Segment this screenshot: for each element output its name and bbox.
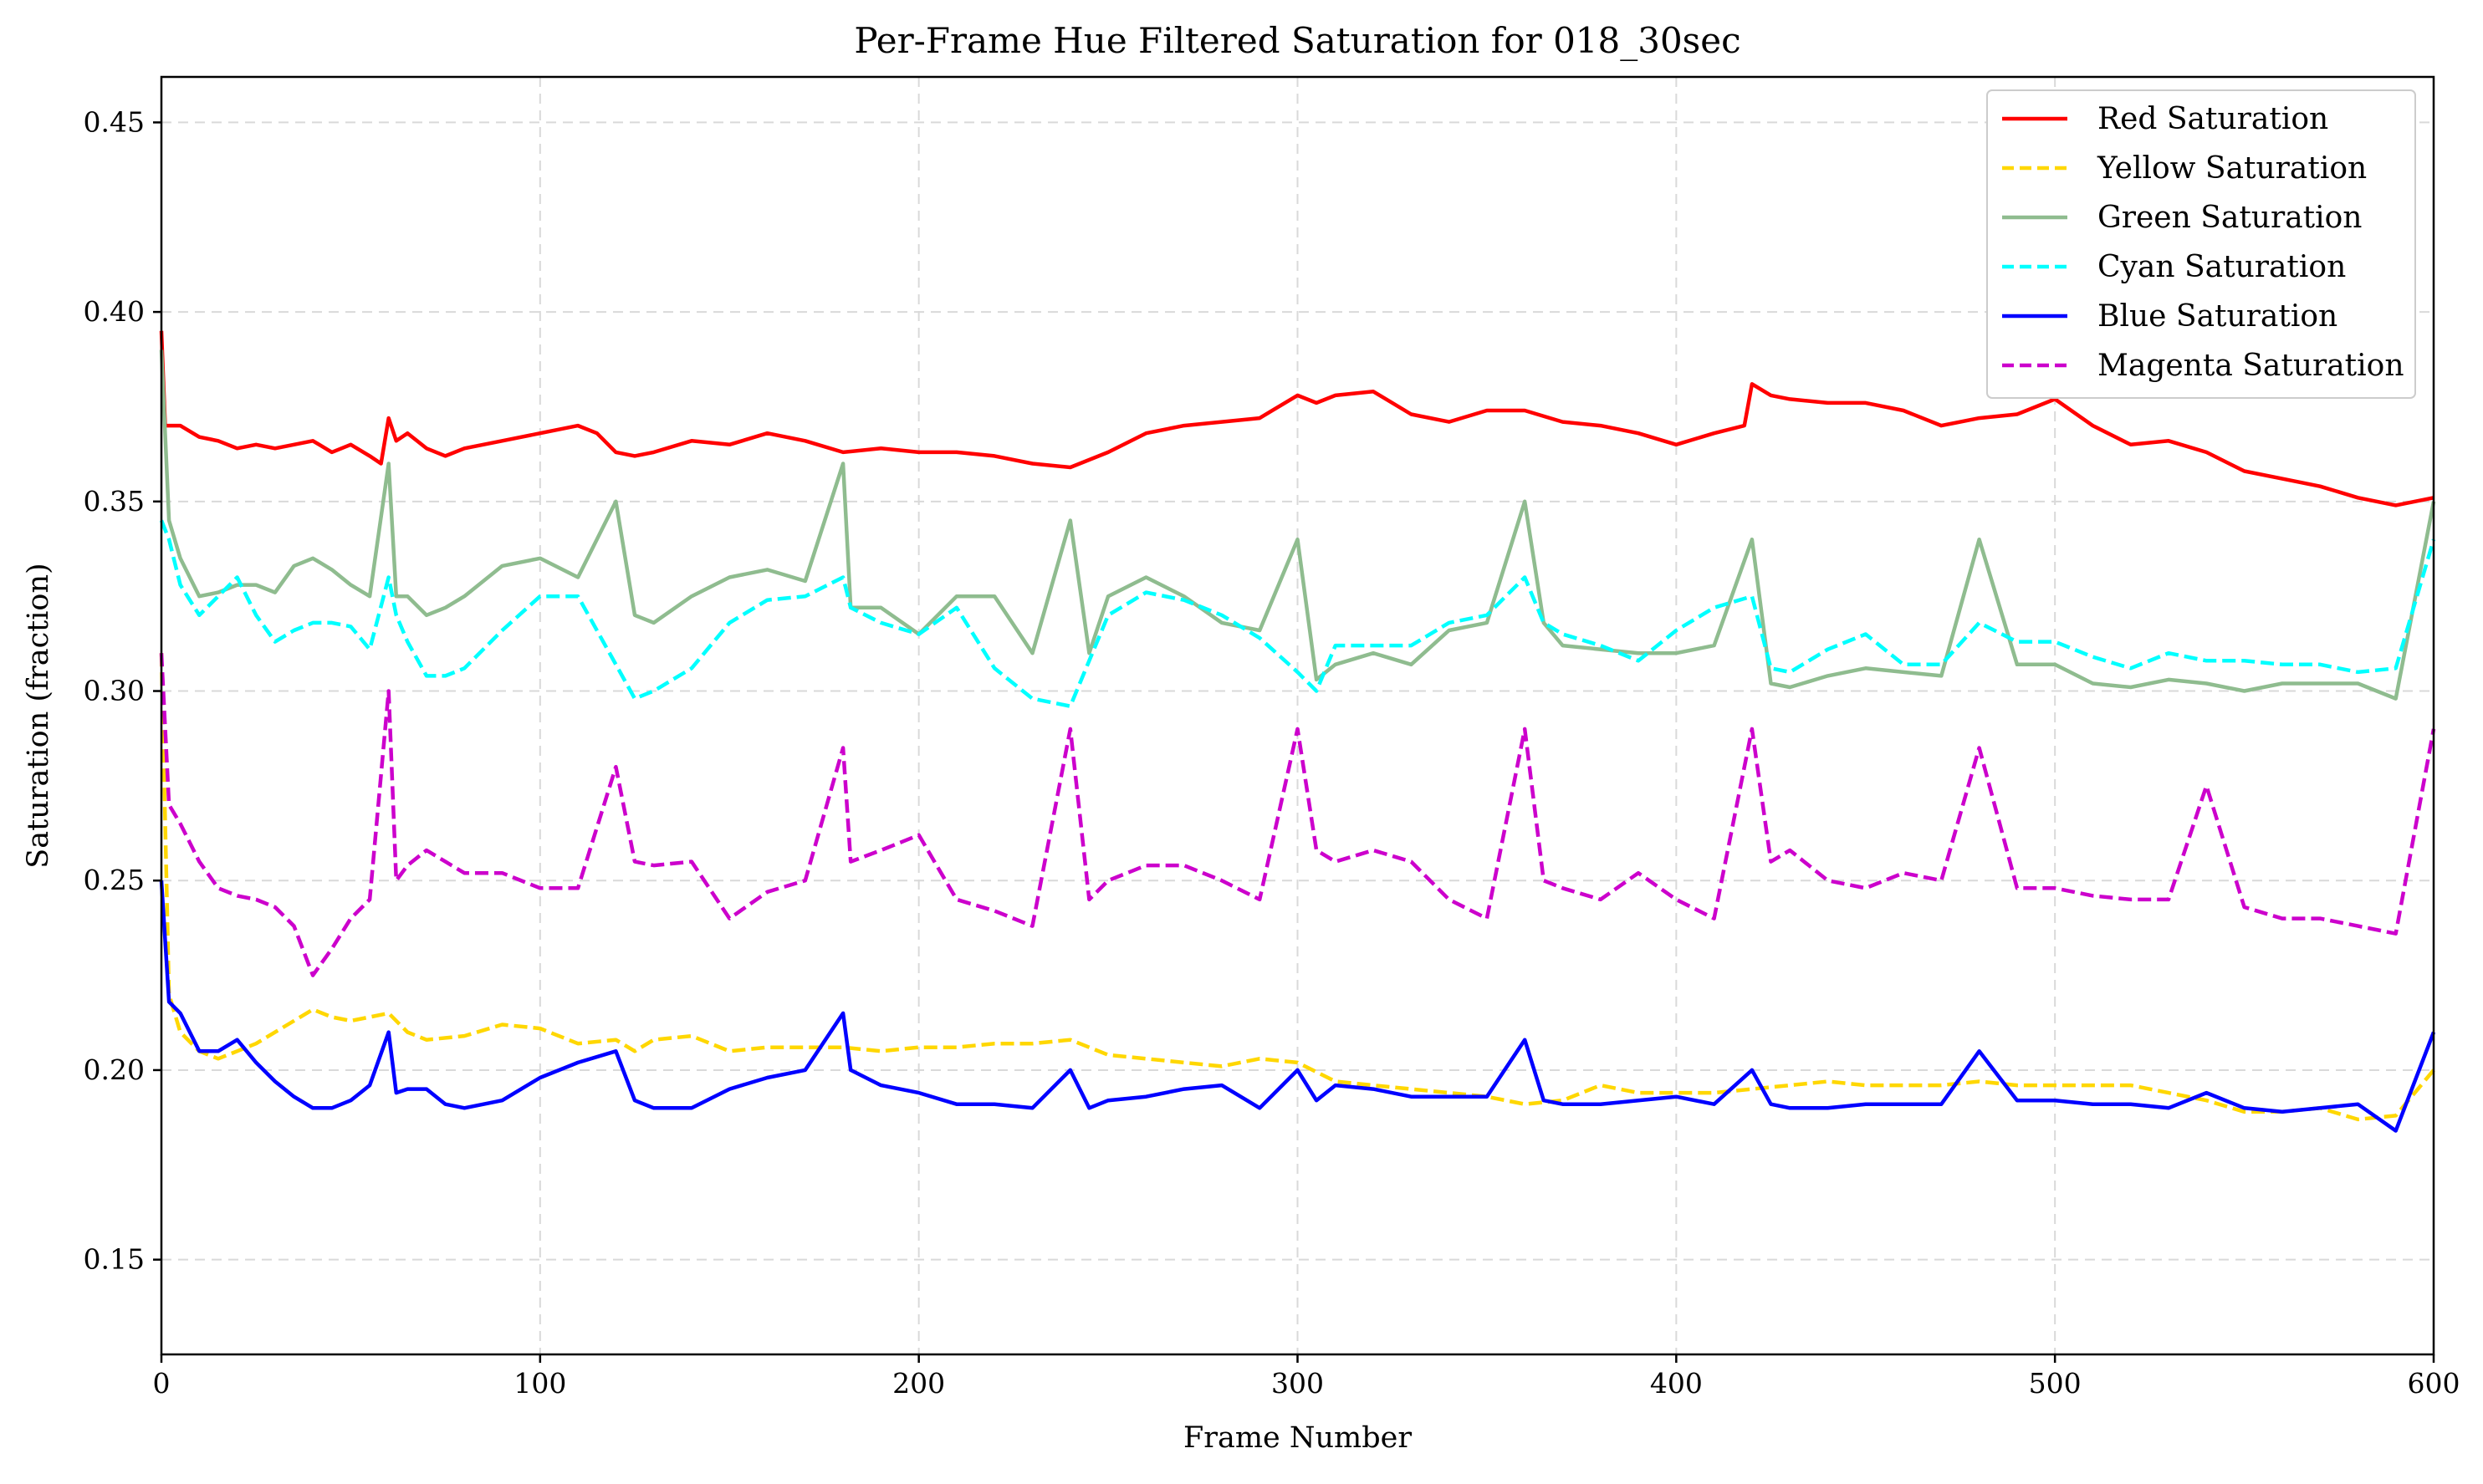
y-tick-label: 0.25 [84,864,145,896]
x-tick-label: 500 [2029,1367,2082,1400]
y-tick-label: 0.40 [84,295,145,328]
x-axis-label: Frame Number [1183,1421,1412,1455]
series-line-cyan-saturation [159,519,2436,708]
legend-label: Yellow Saturation [2097,151,2367,186]
x-tick-label: 100 [513,1367,566,1400]
series-line-yellow-saturation [159,653,2435,1122]
y-tick-label: 0.35 [84,485,145,518]
axis-ticks: 0 100 200 300 400 500 600 0.15 0.20 0.25 0.30 0.35 0… [84,105,2460,1400]
series-line-magenta-saturation [159,653,2436,977]
legend-label: Blue Saturation [2097,299,2337,334]
y-tick-label: 0.45 [84,105,145,138]
y-tick-label: 0.15 [84,1243,145,1276]
y-axis-label: Saturation (fraction) [22,563,55,868]
x-tick-label: 200 [892,1367,945,1400]
legend-label: Cyan Saturation [2097,250,2346,284]
legend-label: Magenta Saturation [2097,349,2404,383]
series-line-red-saturation [159,330,2434,507]
legend-label: Red Saturation [2097,102,2328,136]
chart-title: Per-Frame Hue Filtered Saturation for 01… [854,20,1740,61]
legend: Red Saturation Yellow Saturation Green Sat… [1986,89,2416,399]
series-line-blue-saturation [159,880,2436,1133]
y-tick-label: 0.20 [84,1053,145,1086]
y-tick-label: 0.30 [84,675,145,707]
x-tick-label: 400 [1650,1367,1703,1400]
series-layer [159,330,2436,1133]
series-line-green-saturation [159,349,2436,701]
legend-label: Green Saturation [2097,201,2363,235]
legend-box [1986,89,2416,399]
x-tick-label: 600 [2408,1367,2460,1400]
x-tick-label: 300 [1271,1367,1324,1400]
x-tick-label: 0 [153,1367,171,1400]
